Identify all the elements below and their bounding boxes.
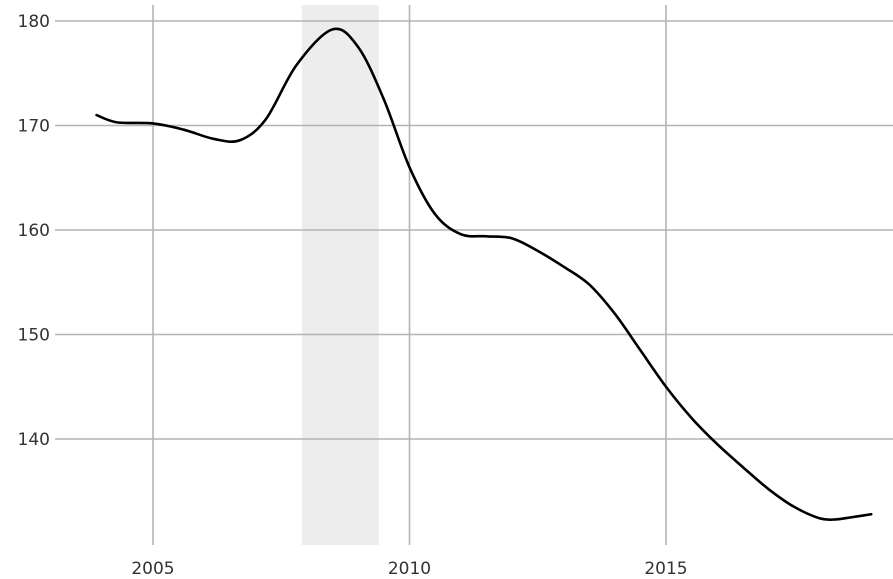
grid: [55, 5, 893, 545]
series-layer: [95, 27, 873, 522]
x-tick-label-2010: 2010: [388, 559, 431, 579]
x-tick-label-2005: 2005: [131, 559, 174, 579]
y-tick-label-160: 160: [18, 221, 50, 241]
series-line-0: [95, 27, 873, 522]
y-tick-label-170: 170: [18, 117, 50, 137]
recession-shading: [301, 5, 379, 545]
y-tick-label-150: 150: [18, 326, 50, 346]
x-axis-ticks: 2005 2010 2015: [131, 559, 687, 579]
y-axis-ticks: 140 150 160 170 180: [18, 12, 50, 450]
shaded-region-0: [301, 5, 379, 545]
y-tick-label-140: 140: [18, 430, 50, 450]
y-tick-label-180: 180: [18, 12, 50, 32]
x-tick-label-2015: 2015: [644, 559, 687, 579]
